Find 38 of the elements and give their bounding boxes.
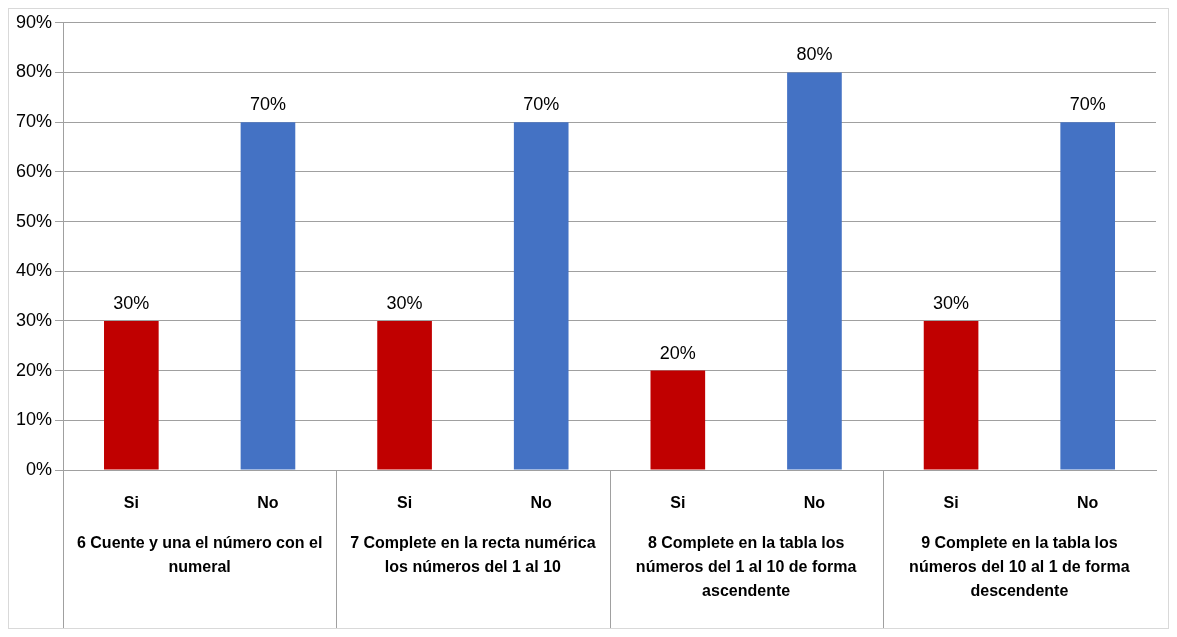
y-tick-label: 30% xyxy=(16,309,53,330)
x-tick-label: 7 Complete en la recta numérica los números del 1 al 10 xyxy=(350,534,596,576)
bar xyxy=(377,320,432,470)
series-label: No xyxy=(257,494,279,512)
y-tick-label: 10% xyxy=(16,409,53,430)
y-tick-label: 0% xyxy=(26,458,53,479)
y-tick-label: 80% xyxy=(16,61,53,82)
data-label: 80% xyxy=(796,44,833,65)
text: Si xyxy=(397,494,413,512)
y-tick-label: 60% xyxy=(16,160,53,181)
text: Si xyxy=(670,494,686,512)
x-tick-label: 6 Cuente y una el número con el numeral xyxy=(76,534,323,576)
bar xyxy=(787,72,842,470)
series-label: Si xyxy=(123,494,139,512)
text: Si xyxy=(943,494,959,512)
data-label: 30% xyxy=(386,292,423,313)
data-label: 70% xyxy=(1069,94,1106,115)
data-label: 30% xyxy=(113,292,150,313)
data-label: 30% xyxy=(933,292,970,313)
y-tick-label: 40% xyxy=(16,260,53,281)
bar xyxy=(1060,122,1116,470)
data-label: 70% xyxy=(249,94,286,115)
bar xyxy=(650,370,706,470)
bar xyxy=(240,122,296,470)
x-tick-label: 8 Complete en la tabla los números del 1 al 10 de forma ascendente xyxy=(635,534,857,600)
text: No xyxy=(1077,494,1099,512)
y-tick-label: 90% xyxy=(16,11,53,32)
bar xyxy=(923,320,979,470)
text: No xyxy=(530,494,552,512)
y-tick-label: 50% xyxy=(16,210,53,231)
y-tick-label: 70% xyxy=(16,111,53,132)
text: No xyxy=(803,494,826,512)
y-tick-label: 20% xyxy=(16,359,53,380)
x-tick-label: 9 Complete en la tabla los números del 10 al 1 de forma descendente xyxy=(909,534,1130,600)
data-label: 20% xyxy=(659,342,696,363)
bar xyxy=(104,320,159,470)
data-label: 70% xyxy=(523,94,560,115)
bar xyxy=(513,122,569,470)
